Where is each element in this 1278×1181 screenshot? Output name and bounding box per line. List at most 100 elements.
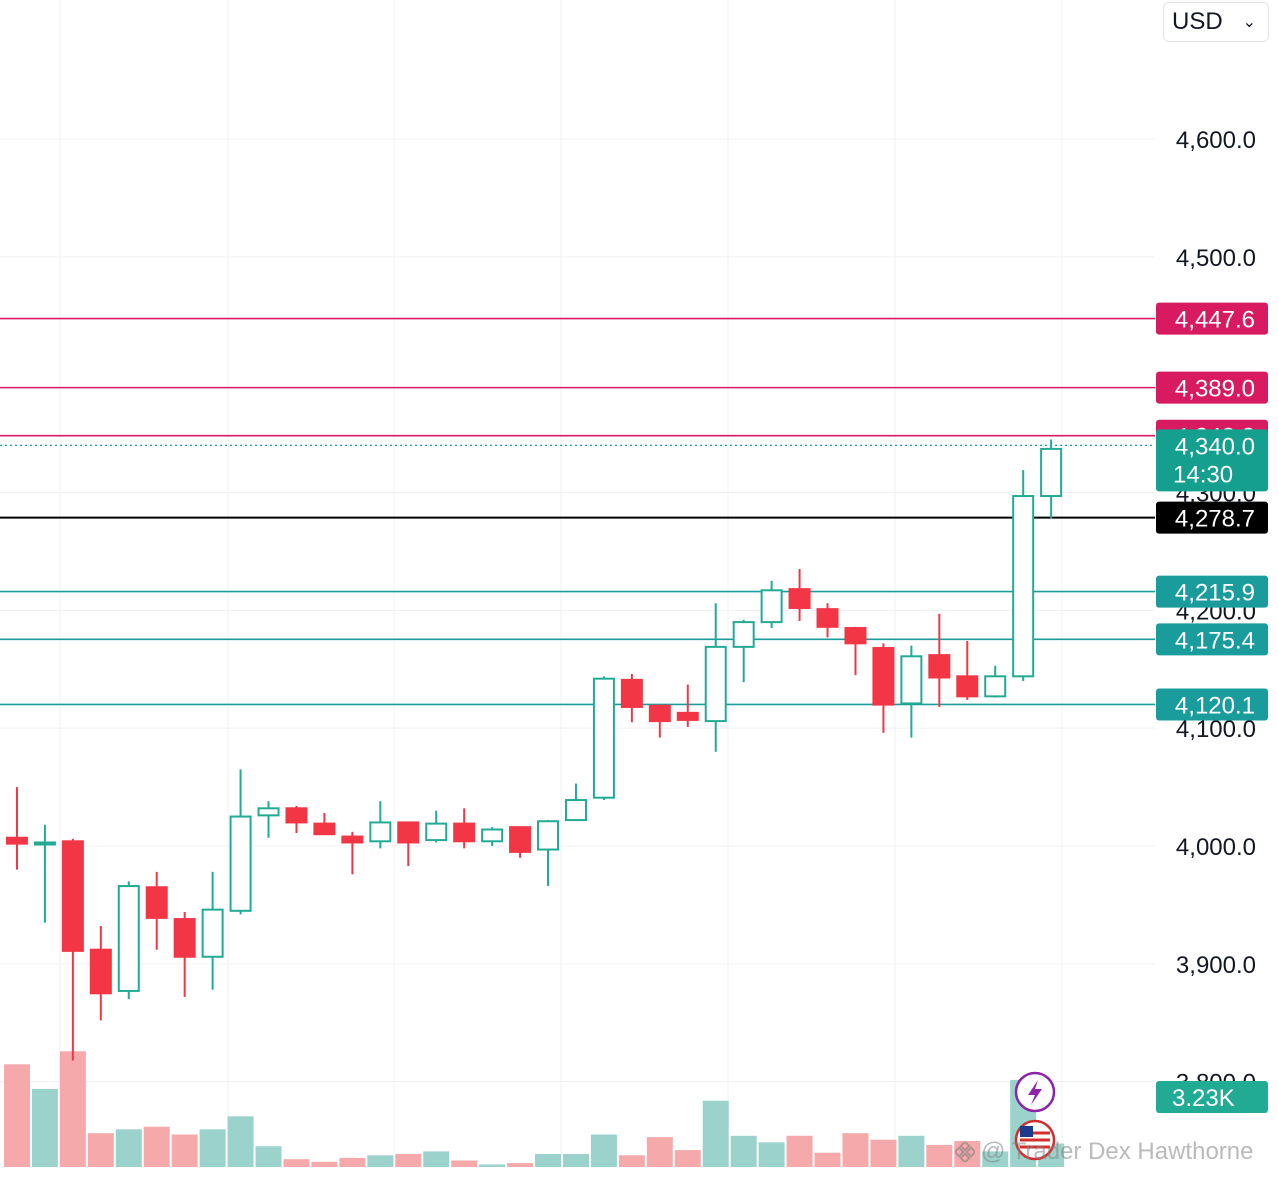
candle-body — [537, 820, 560, 851]
level-label: 4,389.0 — [1175, 376, 1255, 403]
candle-body — [481, 828, 504, 843]
currency-value: USD — [1172, 8, 1223, 35]
volume-bar — [562, 1154, 589, 1167]
volume-bar — [199, 1129, 226, 1167]
candle-body — [676, 711, 699, 721]
candle-body — [201, 908, 224, 958]
volume-bar — [535, 1154, 562, 1167]
volume-bar — [367, 1155, 394, 1167]
level-label-bg — [1156, 302, 1268, 335]
volume-bar — [590, 1134, 617, 1167]
lightning-icon[interactable] — [1014, 1071, 1056, 1113]
volume-bar — [3, 1064, 30, 1167]
volume-bar — [730, 1135, 757, 1167]
level-label-bg — [1156, 501, 1268, 534]
level-label-bg — [1156, 688, 1268, 721]
level-label-bg — [1156, 623, 1268, 656]
level-label: 4,215.9 — [1175, 580, 1255, 607]
candle-body — [1040, 447, 1063, 498]
candle-body — [900, 655, 923, 705]
volume-bar — [395, 1154, 422, 1167]
last-price-label-bg — [1156, 429, 1268, 492]
candle-body — [844, 627, 867, 645]
us-flag-icon — [1014, 1119, 1056, 1161]
candle-body — [592, 677, 615, 799]
candle-body — [257, 807, 280, 817]
watermark-text: @ Trader Dex Hawthorne — [981, 1138, 1254, 1165]
volume-bar — [59, 1051, 86, 1167]
volume-bar — [758, 1142, 785, 1167]
volume-bar — [842, 1133, 869, 1167]
candle-body — [117, 885, 140, 992]
volume-bar — [451, 1160, 478, 1167]
currency-selector[interactable]: USD ⌄ — [1163, 2, 1269, 42]
level-label: 4,447.6 — [1175, 307, 1255, 334]
volume-bar — [507, 1163, 534, 1167]
candle-body — [89, 948, 112, 995]
y-tick-label: 4,600.0 — [1176, 127, 1256, 154]
volume-bar — [143, 1126, 170, 1167]
countdown-label: 14:30 — [1173, 461, 1233, 488]
volume-label: 3.23K — [1172, 1085, 1235, 1112]
volume-bar — [339, 1157, 366, 1167]
volume-bar — [283, 1159, 310, 1167]
volume-bar — [674, 1150, 701, 1167]
volume-bar — [31, 1089, 58, 1167]
candle-body — [285, 807, 308, 824]
watermark: @ Trader Dex Hawthorne — [955, 1138, 1253, 1166]
volume-bar — [926, 1144, 953, 1167]
candle-body — [760, 589, 783, 624]
candle-body — [5, 836, 28, 845]
volume-bar — [618, 1155, 645, 1167]
volume-bar — [115, 1129, 142, 1167]
last-price-label: 4,340.0 — [1175, 433, 1255, 460]
level-label: 4,278.7 — [1175, 506, 1255, 533]
candle-body — [928, 654, 951, 679]
candle-body — [984, 675, 1007, 698]
candle-body — [509, 826, 532, 853]
candle-body — [453, 822, 476, 843]
candle-body — [341, 835, 364, 844]
level-label-bg — [1156, 575, 1268, 608]
candle-body — [788, 588, 811, 609]
volume-bar — [423, 1151, 450, 1167]
volume-bar — [479, 1164, 506, 1167]
level-label-bg — [1156, 371, 1268, 404]
volume-bar — [646, 1137, 673, 1167]
volume-label-bg — [1156, 1081, 1268, 1113]
candle-body — [648, 704, 671, 723]
candle-body — [816, 608, 839, 628]
candle-body — [61, 840, 84, 952]
y-tick-label: 4,500.0 — [1176, 245, 1256, 272]
level-label: 4,120.1 — [1175, 692, 1255, 719]
candle-body — [564, 799, 587, 822]
candle-body — [173, 918, 196, 958]
y-tick-label: 4,100.0 — [1176, 716, 1256, 743]
candle-body — [33, 841, 56, 846]
volume-bar — [255, 1146, 282, 1167]
candle-body — [397, 821, 420, 844]
y-tick-label: 4,000.0 — [1176, 834, 1256, 861]
volume-bar — [898, 1135, 925, 1167]
candle-body — [145, 886, 168, 919]
candle-body — [1012, 495, 1035, 678]
volume-bar — [171, 1134, 198, 1167]
candle-body — [369, 821, 392, 843]
candle-body — [313, 822, 336, 836]
volume-bar — [814, 1152, 841, 1167]
volume-bar — [702, 1100, 729, 1167]
chevron-down-icon: ⌄ — [1242, 14, 1256, 31]
level-label: 4,175.4 — [1175, 627, 1255, 654]
candle-body — [229, 815, 252, 912]
volume-bar — [227, 1116, 254, 1167]
candle-body — [872, 647, 895, 706]
candle-body — [425, 822, 448, 842]
y-tick-label: 3,900.0 — [1176, 952, 1256, 979]
volume-bar — [311, 1161, 338, 1167]
candle-body — [956, 675, 979, 698]
volume-bar — [786, 1135, 813, 1167]
binance-logo-icon — [955, 1142, 975, 1162]
volume-bar — [982, 1151, 1009, 1167]
candle-body — [732, 621, 755, 648]
